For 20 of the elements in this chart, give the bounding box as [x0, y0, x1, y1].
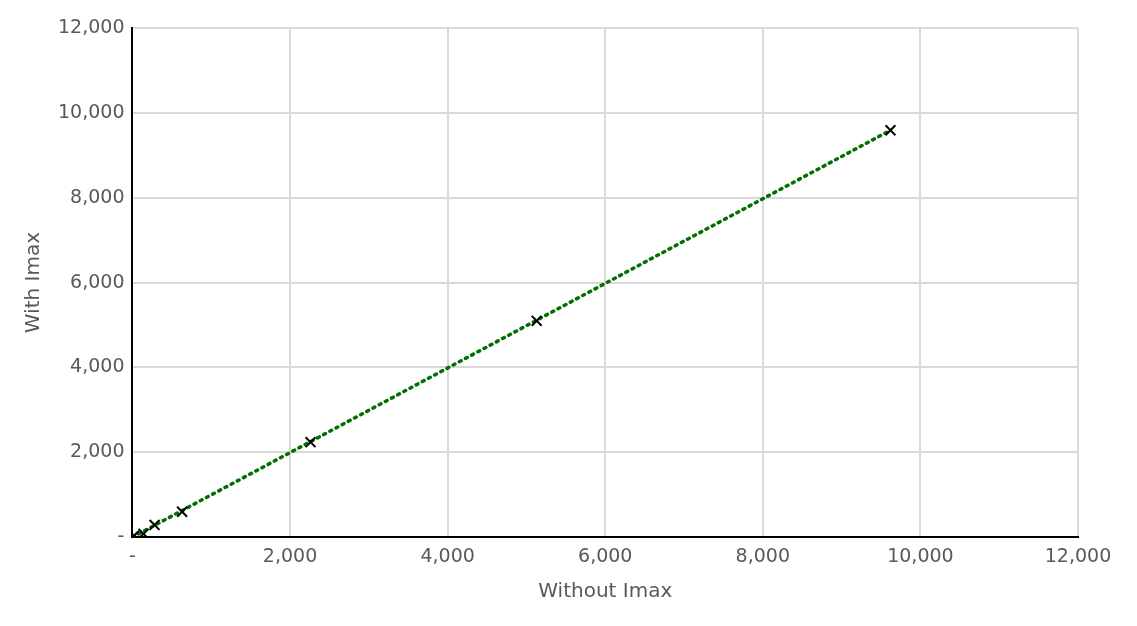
- y-tick-label: 6,000: [70, 269, 125, 292]
- point: [884, 124, 897, 137]
- y-tick-label: 12,000: [58, 14, 125, 37]
- y-tick-label: 10,000: [58, 99, 125, 122]
- x-tick-label: 6,000: [578, 543, 633, 566]
- point: [176, 505, 189, 518]
- point: [148, 518, 161, 531]
- y-tick-label: 8,000: [70, 184, 125, 207]
- x-tick-label: 2,000: [262, 543, 318, 566]
- x-tick-label: 8,000: [735, 543, 791, 566]
- x-axis-title: Without Imax: [538, 578, 673, 603]
- point: [530, 314, 543, 327]
- y-axis-title: With Imax: [20, 231, 45, 334]
- y-tick-label: 2,000: [70, 439, 125, 462]
- x-tick-label: 10,000: [887, 543, 954, 566]
- y-tick-label: -: [117, 524, 125, 547]
- y-tick-label: 4,000: [70, 354, 125, 377]
- x-tick-label: 4,000: [420, 543, 475, 566]
- x-tick-label: 12,000: [1044, 543, 1112, 566]
- point: [304, 436, 317, 449]
